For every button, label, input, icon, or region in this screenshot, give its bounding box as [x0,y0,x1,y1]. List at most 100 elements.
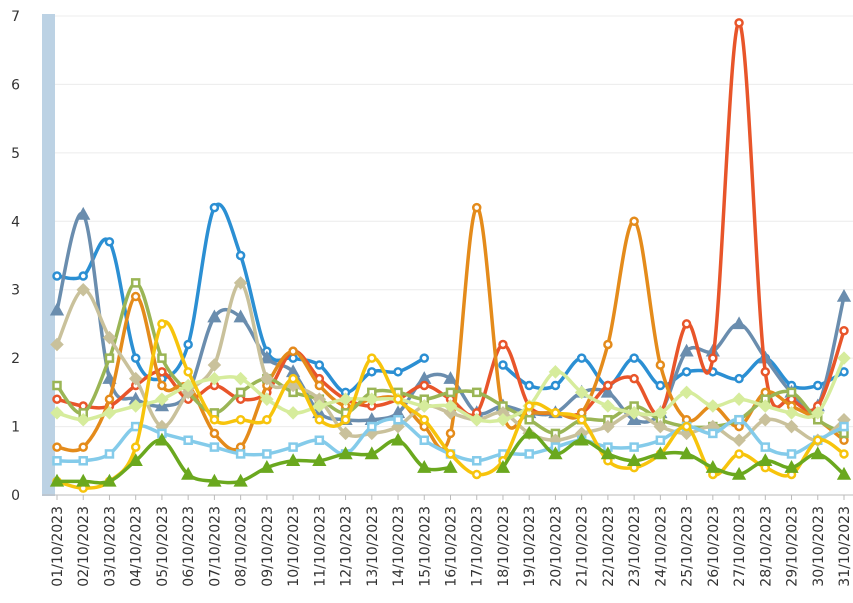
marker [600,446,616,460]
marker [104,237,115,247]
marker [471,469,482,480]
marker [758,412,773,427]
marker [600,384,616,398]
marker [391,419,405,434]
marker [417,460,432,473]
marker [259,460,274,473]
marker [524,401,534,411]
marker [233,309,248,323]
x-tick-label: 29/10/2023 [785,506,801,587]
marker [104,394,115,404]
marker [130,278,141,288]
marker [786,449,797,459]
x-tick-label: 13/10/2023 [365,506,381,587]
x-tick-label: 12/10/2023 [339,506,355,587]
marker [235,387,246,398]
x-tick-label: 09/10/2023 [260,506,276,587]
marker [288,346,298,357]
marker [522,425,537,439]
marker [365,392,379,406]
marker [260,392,274,406]
x-tick-label: 04/10/2023 [129,506,145,587]
x-tick-label: 19/10/2023 [522,506,538,587]
marker [576,353,587,363]
marker [681,367,692,377]
marker [288,442,298,452]
x-tick-label: 07/10/2023 [207,506,223,587]
marker [836,466,852,480]
marker [181,466,196,480]
marker [260,371,274,386]
marker [784,419,799,434]
marker [443,460,458,473]
x-tick-label: 24/10/2023 [653,506,669,587]
x-tick-label: 11/10/2023 [312,506,328,587]
x-tick-label: 15/10/2023 [417,506,433,587]
marker [157,353,167,363]
marker [629,442,639,452]
marker [734,18,744,28]
x-tick-label: 28/10/2023 [758,506,774,587]
marker [419,353,430,363]
marker [78,271,88,281]
marker [235,414,246,425]
marker [259,350,274,364]
marker [445,428,456,439]
marker [471,202,482,213]
series [52,18,849,418]
marker [550,380,561,391]
marker [443,399,458,413]
x-tick-label: 16/10/2023 [444,506,460,587]
marker [784,460,799,473]
marker [52,380,62,391]
marker [419,380,430,391]
marker [314,380,325,391]
marker [708,353,718,363]
y-tick-label: 7 [11,9,20,25]
marker [731,466,747,480]
marker [839,421,849,432]
marker [338,392,353,406]
x-tick-label: 18/10/2023 [496,506,512,587]
marker [183,367,193,377]
y-tick-label: 6 [11,77,20,93]
y-tick-label: 1 [11,420,20,436]
marker [524,414,534,425]
marker [130,421,141,432]
marker [550,408,561,418]
x-tick-label: 22/10/2023 [601,506,617,587]
marker [128,399,143,413]
y-tick-label: 5 [11,146,20,162]
marker [288,373,298,384]
marker [207,473,222,487]
series-line [56,202,426,395]
marker [393,367,403,377]
x-tick-label: 26/10/2023 [706,506,722,587]
marker [209,414,220,425]
y-tick-label: 4 [11,214,20,230]
marker [810,406,825,420]
x-tick-label: 21/10/2023 [575,506,591,587]
marker [419,414,430,425]
marker [128,453,143,467]
x-tick-label: 25/10/2023 [680,506,696,587]
marker [471,456,482,466]
marker [78,456,88,466]
marker [734,414,744,425]
marker [574,385,589,400]
marker [734,449,744,459]
marker [469,412,484,427]
marker [443,371,458,384]
marker [524,380,534,391]
x-tick-label: 05/10/2023 [155,506,171,587]
marker [367,353,377,363]
marker [524,449,534,459]
marker [314,360,325,370]
marker [312,453,327,467]
marker [312,399,327,413]
marker [285,453,301,467]
marker [183,339,193,350]
marker [207,371,222,386]
